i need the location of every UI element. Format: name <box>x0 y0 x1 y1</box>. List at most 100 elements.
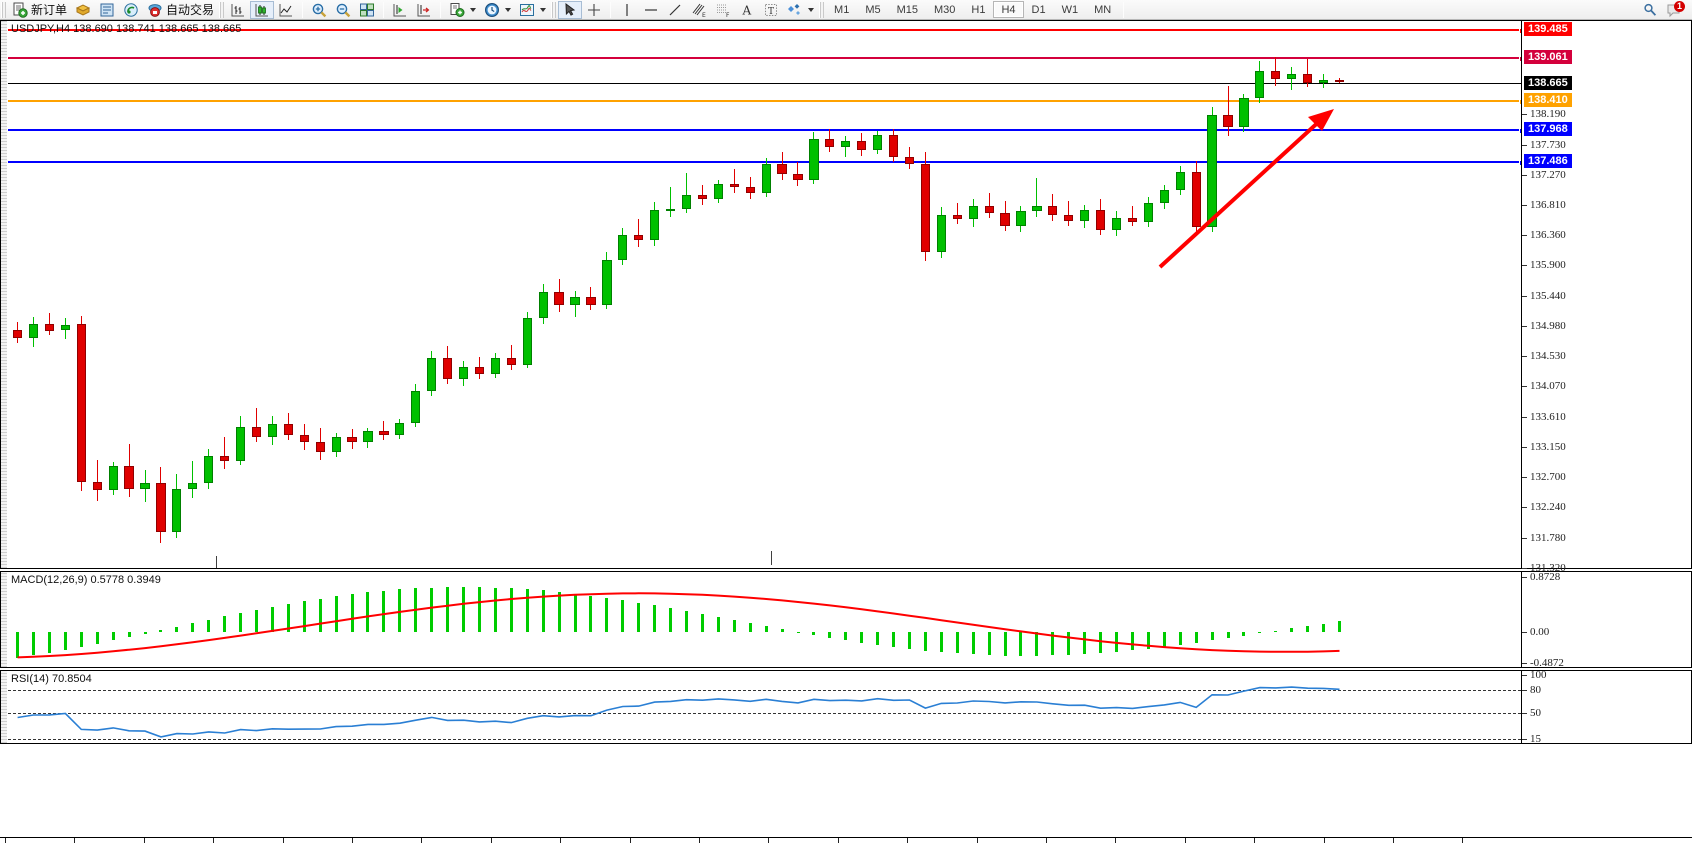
macd-scroll-grip[interactable] <box>1 572 7 667</box>
data-window-button[interactable] <box>95 1 119 19</box>
timeframe-m30[interactable]: M30 <box>926 1 963 18</box>
level-handle-resistance-lower[interactable] <box>1519 55 1521 62</box>
candle <box>60 21 70 568</box>
macd-histogram-bar <box>892 632 896 648</box>
candle-body <box>458 367 469 380</box>
text-label-button[interactable]: A <box>735 1 759 19</box>
line-chart-button[interactable] <box>274 1 298 19</box>
level-handle-support-lower[interactable] <box>1519 159 1521 166</box>
price-label-support-lower[interactable]: 137.486 <box>1524 153 1572 168</box>
text-icon: T <box>765 3 778 17</box>
chart-shift-button[interactable] <box>388 1 412 19</box>
candle <box>1207 21 1217 568</box>
timeframe-w1[interactable]: W1 <box>1054 1 1087 18</box>
candle <box>793 21 803 568</box>
trendline-button[interactable] <box>663 1 687 19</box>
price-pane[interactable]: USDJPY,H4 138.690 138.741 138.665 138.66… <box>0 20 1692 574</box>
rsi-plot[interactable] <box>8 671 1521 743</box>
candle-body <box>411 390 421 423</box>
periods-button[interactable] <box>480 1 515 19</box>
price-label-entry-level[interactable]: 138.410 <box>1524 92 1572 107</box>
candle <box>1318 21 1329 568</box>
toolbar-grip-3[interactable] <box>551 1 557 18</box>
rsi-axis[interactable]: 100 80 50 15 <box>1521 669 1691 745</box>
price-label-support-upper[interactable]: 137.968 <box>1524 121 1572 136</box>
chevron-down-icon-templates[interactable] <box>540 7 547 12</box>
search-icon[interactable] <box>1642 2 1658 18</box>
timeframe-mn[interactable]: MN <box>1086 1 1119 18</box>
macd-axis[interactable]: 0.8728 0.00 -0.4872 <box>1521 571 1691 669</box>
timeframe-m1[interactable]: M1 <box>826 1 857 18</box>
notification-badge: 1 <box>1674 0 1685 12</box>
timeframe-h4[interactable]: H4 <box>993 1 1024 18</box>
macd-histogram-bar <box>1210 632 1214 641</box>
pane-scroll-grip[interactable] <box>1 21 7 568</box>
chevron-down-icon-indicators[interactable] <box>470 7 477 12</box>
autotrading-button[interactable]: 自动交易 <box>143 1 218 19</box>
templates-button[interactable] <box>515 1 550 19</box>
level-line-resistance-lower[interactable] <box>8 55 1521 62</box>
equidistant-channel-button[interactable]: E <box>687 1 711 19</box>
price-label-current-price[interactable]: 138.665 <box>1524 75 1572 90</box>
level-line-resistance-upper[interactable] <box>8 27 1521 34</box>
vertical-line-button[interactable] <box>615 1 639 19</box>
time-axis[interactable]: 9 Aug 202210 Aug 08:0011 Aug 00:0011 Aug… <box>0 837 1692 843</box>
macd-histogram-bar <box>812 632 816 635</box>
timeframe-h1[interactable]: H1 <box>963 1 993 18</box>
chart-area[interactable]: USDJPY,H4 138.690 138.741 138.665 138.66… <box>0 20 1692 843</box>
text-button[interactable]: T <box>759 1 783 19</box>
macd-histogram-bar <box>477 587 481 633</box>
fibonacci-button[interactable]: F <box>711 1 735 19</box>
trendline-icon <box>669 4 681 15</box>
macd-pane[interactable]: MACD(12,26,9) 0.5778 0.3949 0.8728 0.00 -0… <box>0 571 1692 669</box>
price-label-resistance-lower[interactable]: 139.061 <box>1524 49 1572 64</box>
chevron-down-icon-objects[interactable] <box>808 7 815 12</box>
rsi-scroll-grip[interactable] <box>1 671 7 743</box>
clock-icon <box>485 2 500 17</box>
zoom-out-button[interactable] <box>331 1 355 19</box>
price-plot[interactable] <box>8 21 1521 568</box>
candlestick-chart-button[interactable] <box>250 0 275 19</box>
level-line-support-lower[interactable] <box>8 159 1521 166</box>
timeframe-d1[interactable]: D1 <box>1024 1 1054 18</box>
macd-histogram-bar <box>334 596 338 633</box>
toolbar-grip[interactable] <box>1 1 6 18</box>
cursor-button[interactable] <box>558 0 583 19</box>
time-tick <box>490 838 492 843</box>
charts-grid-button[interactable] <box>355 1 379 19</box>
candle-body <box>1223 114 1233 127</box>
price-tick: 133.150 <box>1522 441 1566 453</box>
price-label-resistance-upper[interactable]: 139.485 <box>1524 21 1572 36</box>
timeframe-m5[interactable]: M5 <box>857 1 888 18</box>
expert-advisor-button[interactable] <box>71 1 95 19</box>
crosshair-button[interactable] <box>582 1 606 19</box>
macd-histogram-bar <box>1051 632 1055 656</box>
toolbar-grip-4[interactable] <box>819 1 825 18</box>
new-order-button[interactable]: 新订单 <box>8 1 71 19</box>
svg-text:A: A <box>742 3 752 17</box>
candle-body <box>665 208 676 211</box>
time-tick <box>1046 838 1048 843</box>
alerts-button[interactable]: 1 <box>1666 0 1685 18</box>
level-handle-support-upper[interactable] <box>1519 127 1521 134</box>
chevron-down-icon-periods[interactable] <box>505 7 512 12</box>
macd-histogram-bar <box>1067 632 1071 655</box>
level-line-current-price[interactable] <box>8 82 1521 84</box>
objects-button[interactable] <box>783 1 818 19</box>
level-handle-resistance-upper[interactable] <box>1519 27 1521 34</box>
signals-button[interactable] <box>119 1 143 19</box>
toolbar-grip-2[interactable] <box>219 1 225 18</box>
zoom-in-button[interactable] <box>307 1 331 19</box>
timeframe-m15[interactable]: M15 <box>889 1 926 18</box>
level-line-entry-level[interactable] <box>8 98 1521 105</box>
rsi-pane[interactable]: RSI(14) 70.8504 100 80 50 15 <box>0 669 1692 745</box>
level-handle-entry-level[interactable] <box>1519 98 1521 105</box>
macd-plot[interactable] <box>8 572 1521 667</box>
indicators-button[interactable] <box>445 1 480 19</box>
level-line-support-upper[interactable] <box>8 127 1521 134</box>
candle-body <box>1239 97 1249 127</box>
auto-scroll-button[interactable] <box>412 1 436 19</box>
bar-chart-button[interactable] <box>226 1 250 19</box>
horizontal-line-button[interactable] <box>639 1 663 19</box>
price-axis[interactable]: 139.485 139.061 138.665 138.410 138.190 137.9… <box>1521 21 1691 574</box>
